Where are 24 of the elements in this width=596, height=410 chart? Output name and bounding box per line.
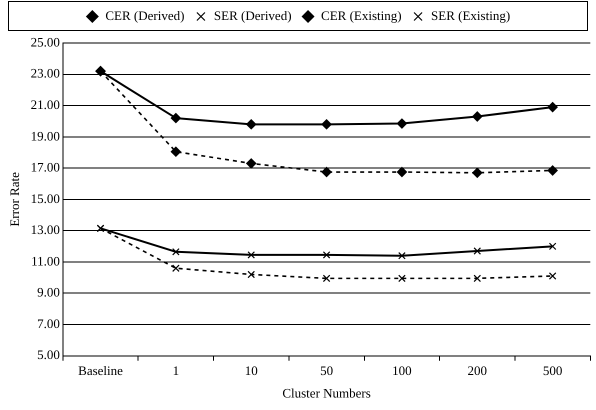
legend-label: SER (Derived): [214, 8, 292, 23]
y-tick-label: 25.00: [30, 34, 60, 50]
x-axis-title: Cluster Numbers: [282, 386, 371, 401]
y-tick-label: 7.00: [37, 316, 60, 331]
x-tick-label: 500: [542, 363, 562, 378]
x-tick-label: 1: [172, 363, 180, 378]
x-tick-label: 10: [244, 363, 258, 378]
y-tick-label: 9.00: [37, 284, 60, 300]
y-tick-label: 13.00: [30, 222, 60, 238]
x-tick-label: 200: [468, 363, 488, 378]
y-tick-label: 17.00: [30, 160, 60, 175]
legend-label: CER (Derived): [105, 8, 184, 23]
x-tick-label: 100: [392, 363, 412, 378]
y-tick-label: 11.00: [31, 253, 60, 268]
legend-label: CER (Existing): [321, 8, 402, 23]
x-tick-label: Baseline: [78, 363, 124, 378]
y-tick-label: 15.00: [30, 190, 60, 206]
y-tick-label: 5.00: [37, 347, 60, 362]
y-axis-title: Error Rate: [7, 172, 22, 227]
legend-label: SER (Existing): [431, 8, 510, 23]
y-tick-label: 23.00: [30, 66, 60, 81]
x-tick-label: 50: [320, 363, 334, 378]
y-tick-label: 19.00: [30, 128, 60, 144]
y-tick-label: 21.00: [30, 96, 60, 112]
